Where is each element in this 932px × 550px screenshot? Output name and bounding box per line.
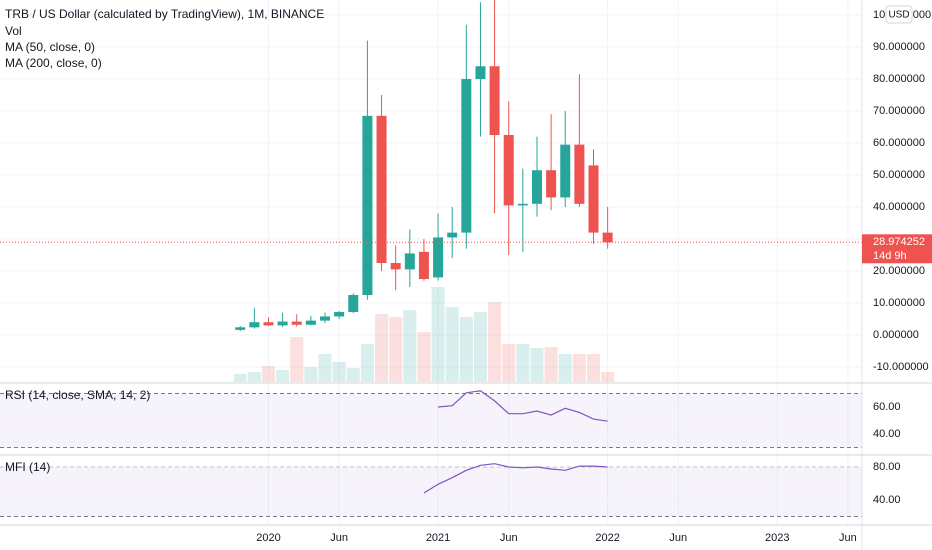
current-price-label: 28.974252 — [873, 236, 925, 248]
volume-bar — [375, 314, 389, 382]
indicator-name: RSI (14, close, SMA, 14, 2) — [5, 388, 150, 402]
candle-body — [404, 253, 415, 270]
volume-bar — [247, 372, 261, 382]
candle-body — [560, 144, 571, 198]
volume-bar — [530, 348, 544, 382]
indicator-line — [438, 390, 608, 422]
candle-body — [433, 237, 444, 278]
candle-body — [602, 232, 613, 243]
chart-title: TRB / US Dollar (calculated by TradingVi… — [5, 7, 324, 21]
volume-bar — [403, 310, 417, 382]
candle-body — [235, 327, 246, 330]
candle-body — [249, 322, 260, 328]
x-tick-label: Jun — [330, 532, 348, 544]
indicator-band-fill — [0, 393, 862, 448]
volume-bar — [431, 287, 445, 382]
candle-body — [320, 316, 331, 321]
candle-body — [376, 115, 387, 264]
volume-bar — [544, 347, 558, 382]
volume-bar — [360, 344, 374, 382]
candle-body — [546, 170, 557, 198]
y-tick-label: 10.000000 — [873, 297, 925, 309]
volume-bar — [304, 367, 318, 382]
candle-body — [348, 295, 359, 312]
legend-entry: Vol — [5, 24, 22, 38]
candle-body — [461, 79, 472, 233]
candle-body — [475, 66, 486, 80]
volume-bar — [601, 372, 615, 382]
volume-bar — [488, 302, 502, 382]
candle-body — [517, 203, 528, 206]
currency-badge[interactable] — [885, 5, 913, 24]
volume-bar — [473, 312, 487, 382]
volume-bar — [276, 370, 290, 382]
volume-bar — [572, 354, 586, 382]
x-tick-label: 2022 — [595, 532, 619, 544]
volume-bar — [516, 344, 530, 382]
candle-body — [291, 321, 302, 325]
x-tick-label: 2023 — [765, 532, 789, 544]
candle-body — [588, 165, 599, 233]
y-tick-label: 90.000000 — [873, 41, 925, 53]
y-tick-label: 0.000000 — [873, 329, 919, 341]
volume-bar — [417, 332, 431, 382]
volume-bar — [233, 374, 247, 382]
candle-body — [503, 135, 514, 206]
candle-body — [531, 170, 542, 204]
y-tick-label: 70.000000 — [873, 105, 925, 117]
y-tick-label: 60.00 — [873, 401, 901, 413]
candle-body — [447, 232, 458, 238]
volume-bar — [502, 344, 516, 382]
y-tick-label: 40.00 — [873, 494, 901, 506]
y-tick-label: 80.000000 — [873, 73, 925, 85]
y-tick-label: 40.00 — [873, 428, 901, 440]
candle-body — [390, 263, 401, 270]
x-tick-label: Jun — [839, 532, 857, 544]
volume-bar — [445, 307, 459, 382]
volume-bar — [290, 337, 304, 382]
candle-body — [489, 66, 500, 136]
y-tick-label: 40.000000 — [873, 201, 925, 213]
x-tick-label: 2021 — [426, 532, 450, 544]
currency-label: USD — [888, 10, 909, 21]
volume-bar — [346, 368, 360, 382]
candle-body — [277, 321, 288, 326]
candle-body — [574, 144, 585, 204]
volume-bar — [558, 354, 572, 382]
y-tick-label: 80.00 — [873, 461, 901, 473]
candle-body — [362, 115, 373, 296]
x-tick-label: 2020 — [256, 532, 280, 544]
y-tick-label: 50.000000 — [873, 169, 925, 181]
x-tick-label: Jun — [669, 532, 687, 544]
volume-bar — [318, 354, 332, 382]
y-tick-label: -10.000000 — [873, 361, 929, 373]
candle-body — [334, 311, 345, 317]
volume-bar — [261, 366, 275, 382]
candle-body — [263, 322, 274, 326]
x-tick-label: Jun — [500, 532, 518, 544]
candle-body — [418, 251, 429, 280]
y-tick-label: 60.000000 — [873, 137, 925, 149]
y-tick-label: 20.000000 — [873, 265, 925, 277]
indicator-band-fill — [0, 466, 862, 517]
volume-bar — [332, 362, 346, 382]
volume-bar — [459, 317, 473, 382]
indicator-line — [423, 463, 608, 494]
legend-entry: MA (50, close, 0) — [5, 40, 95, 54]
volume-bar — [587, 354, 601, 382]
countdown-label: 14d 9h — [873, 250, 907, 262]
volume-bar — [389, 317, 403, 382]
indicator-name: MFI (14) — [5, 460, 50, 474]
candle-body — [305, 320, 316, 325]
legend-entry: MA (200, close, 0) — [5, 56, 102, 70]
current-price-tag — [862, 234, 932, 264]
